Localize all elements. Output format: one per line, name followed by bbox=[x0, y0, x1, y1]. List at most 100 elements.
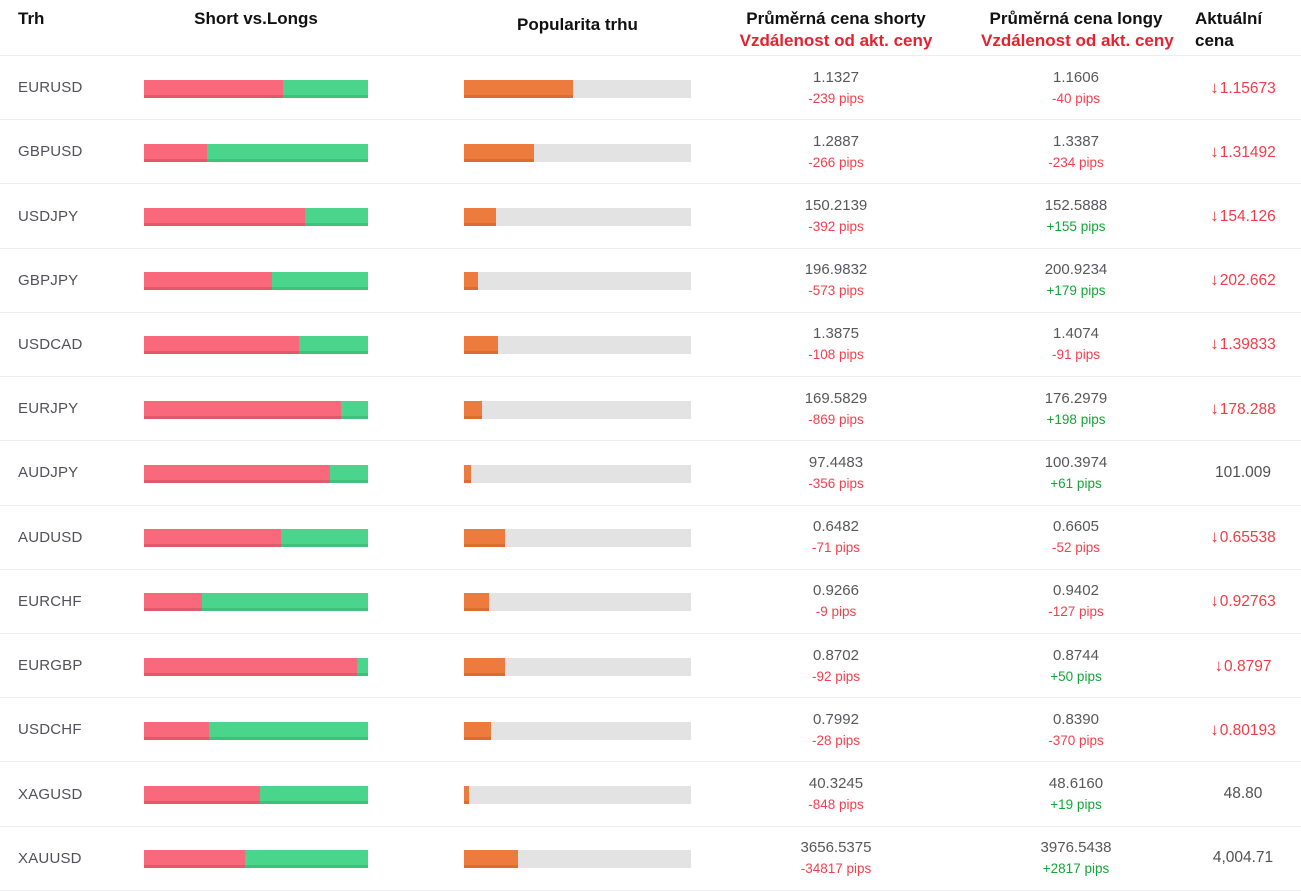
market-cell: GBPJPY bbox=[0, 272, 144, 289]
popularity-bar-fill bbox=[464, 272, 478, 291]
avg-long-price: 3976.5438 bbox=[1040, 839, 1112, 857]
long-bar-segment bbox=[298, 336, 368, 355]
popularity-bar-track bbox=[464, 786, 691, 805]
avg-long-price: 152.5888 bbox=[1044, 197, 1108, 215]
short-bar-segment bbox=[144, 593, 203, 612]
avg-short-cell: 150.2139 -392 pips bbox=[691, 195, 981, 237]
market-symbol[interactable]: EURJPY bbox=[18, 400, 79, 418]
popularity-bar-track bbox=[464, 850, 691, 869]
market-symbol[interactable]: EURGBP bbox=[18, 657, 83, 675]
current-price-cell: ↓0.80193 bbox=[1171, 720, 1301, 740]
popularity-bar-fill bbox=[464, 850, 519, 869]
popularity-bar-fill bbox=[464, 208, 496, 227]
avg-long-distance: +50 pips bbox=[1050, 668, 1102, 684]
avg-long-cell: 152.5888 +155 pips bbox=[981, 195, 1171, 237]
short-vs-long-bar bbox=[144, 400, 368, 419]
short-bar-segment bbox=[144, 272, 272, 291]
avg-long-cell: 176.2979 +198 pips bbox=[981, 388, 1171, 430]
current-price-cell: ↓0.92763 bbox=[1171, 591, 1301, 611]
popularity-bar-fill bbox=[464, 336, 499, 355]
avg-long-price: 0.8744 bbox=[1053, 646, 1099, 664]
market-symbol[interactable]: EURCHF bbox=[18, 592, 82, 610]
avg-short-price: 0.8702 bbox=[813, 646, 859, 664]
current-price-cell: 48.80 bbox=[1171, 785, 1301, 803]
market-symbol[interactable]: EURUSD bbox=[18, 79, 83, 97]
avg-long-price: 48.6160 bbox=[1048, 775, 1104, 793]
popularity-bar-fill bbox=[464, 143, 535, 162]
avg-long-cell: 1.4074 -91 pips bbox=[981, 323, 1171, 365]
short-vs-long-bar bbox=[144, 336, 368, 355]
avg-short-price: 196.9832 bbox=[804, 261, 868, 279]
avg-long-cell: 0.6605 -52 pips bbox=[981, 516, 1171, 558]
avg-long-cell: 0.8390 -370 pips bbox=[981, 709, 1171, 751]
market-symbol[interactable]: USDCHF bbox=[18, 721, 82, 739]
avg-long-distance: -91 pips bbox=[1051, 347, 1101, 363]
short-vs-long-cell bbox=[144, 848, 368, 869]
avg-short-cell: 0.9266 -9 pips bbox=[691, 580, 981, 622]
market-symbol[interactable]: XAUUSD bbox=[18, 849, 82, 867]
avg-long-cell: 0.9402 -127 pips bbox=[981, 580, 1171, 622]
market-symbol[interactable]: AUDUSD bbox=[18, 528, 83, 546]
table-row: XAUUSD 3656.5375 -34817 pips 3976.5438 +… bbox=[0, 827, 1301, 891]
popularity-cell bbox=[464, 656, 691, 676]
down-arrow-icon: ↓ bbox=[1210, 719, 1219, 739]
column-header-short-vs-longs: Short vs.Longs bbox=[194, 9, 318, 28]
popularity-cell bbox=[464, 591, 691, 612]
avg-short-distance: -71 pips bbox=[811, 540, 861, 556]
market-symbol[interactable]: AUDJPY bbox=[18, 464, 79, 482]
popularity-cell bbox=[464, 848, 691, 869]
down-arrow-icon: ↓ bbox=[1210, 77, 1219, 97]
popularity-cell bbox=[464, 334, 691, 355]
avg-long-cell: 1.1606 -40 pips bbox=[981, 67, 1171, 109]
market-symbol[interactable]: XAGUSD bbox=[18, 785, 83, 803]
avg-short-price: 150.2139 bbox=[804, 197, 868, 215]
current-price: ↓1.31492 bbox=[1210, 141, 1276, 161]
popularity-bar-fill bbox=[464, 657, 505, 676]
long-bar-segment bbox=[282, 79, 368, 98]
table-body: EURUSD 1.1327 -239 pips 1.1606 -40 pips … bbox=[0, 56, 1301, 891]
market-symbol[interactable]: USDJPY bbox=[18, 207, 79, 225]
short-vs-long-cell bbox=[144, 591, 368, 612]
avg-long-distance: +61 pips bbox=[1050, 475, 1102, 491]
avg-short-price: 1.2887 bbox=[813, 132, 859, 150]
avg-long-price: 1.3387 bbox=[1053, 132, 1099, 150]
short-bar-segment bbox=[144, 721, 209, 740]
down-arrow-icon: ↓ bbox=[1210, 527, 1219, 547]
current-price-cell: ↓1.15673 bbox=[1171, 78, 1301, 98]
short-vs-long-cell bbox=[144, 720, 368, 740]
short-bar-segment bbox=[144, 464, 330, 483]
short-vs-long-bar bbox=[144, 850, 368, 869]
current-price: ↓1.39833 bbox=[1210, 334, 1276, 354]
popularity-bar-track bbox=[464, 208, 691, 227]
avg-long-price: 200.9234 bbox=[1044, 261, 1108, 279]
market-symbol[interactable]: GBPJPY bbox=[18, 271, 79, 289]
avg-short-price: 0.6482 bbox=[813, 518, 859, 536]
down-arrow-icon: ↓ bbox=[1210, 334, 1219, 354]
popularity-bar-track bbox=[464, 657, 691, 676]
short-vs-long-bar bbox=[144, 786, 368, 805]
short-vs-long-bar bbox=[144, 143, 368, 162]
column-header-market: Trh bbox=[18, 9, 45, 28]
market-cell: AUDUSD bbox=[0, 529, 144, 546]
popularity-bar-fill bbox=[464, 464, 471, 483]
short-vs-long-bar bbox=[144, 272, 368, 291]
market-cell: GBPUSD bbox=[0, 143, 144, 160]
avg-short-distance: -869 pips bbox=[808, 411, 864, 427]
short-bar-segment bbox=[144, 143, 207, 162]
avg-long-price: 176.2979 bbox=[1044, 389, 1108, 407]
short-bar-segment bbox=[144, 657, 357, 676]
avg-short-cell: 196.9832 -573 pips bbox=[691, 259, 981, 301]
avg-short-distance: -28 pips bbox=[811, 732, 861, 748]
avg-long-distance: +2817 pips bbox=[1042, 861, 1110, 877]
avg-long-distance: -127 pips bbox=[1048, 604, 1104, 620]
avg-short-cell: 1.3875 -108 pips bbox=[691, 323, 981, 365]
market-symbol[interactable]: USDCAD bbox=[18, 335, 83, 353]
market-symbol[interactable]: GBPUSD bbox=[18, 143, 83, 161]
table-row: AUDJPY 97.4483 -356 pips 100.3974 +61 pi… bbox=[0, 441, 1301, 506]
popularity-bar-track bbox=[464, 272, 691, 291]
avg-short-price: 0.7992 bbox=[813, 710, 859, 728]
popularity-bar-track bbox=[464, 721, 691, 740]
popularity-bar-fill bbox=[464, 593, 489, 612]
popularity-bar-fill bbox=[464, 786, 469, 805]
